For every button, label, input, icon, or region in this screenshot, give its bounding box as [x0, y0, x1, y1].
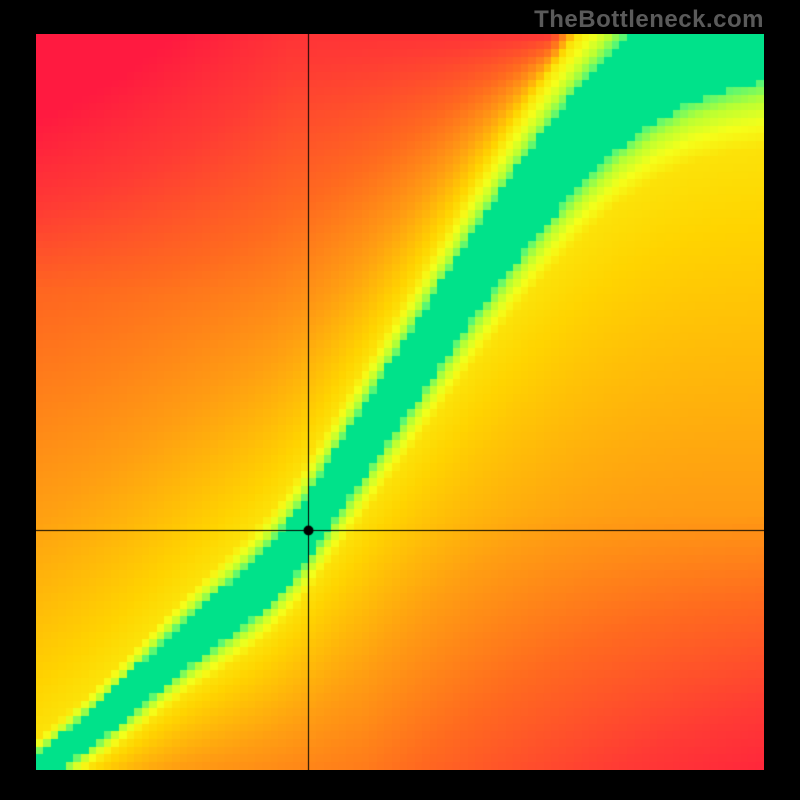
bottleneck-heatmap: [36, 34, 764, 770]
watermark-label: TheBottleneck.com: [534, 6, 764, 34]
